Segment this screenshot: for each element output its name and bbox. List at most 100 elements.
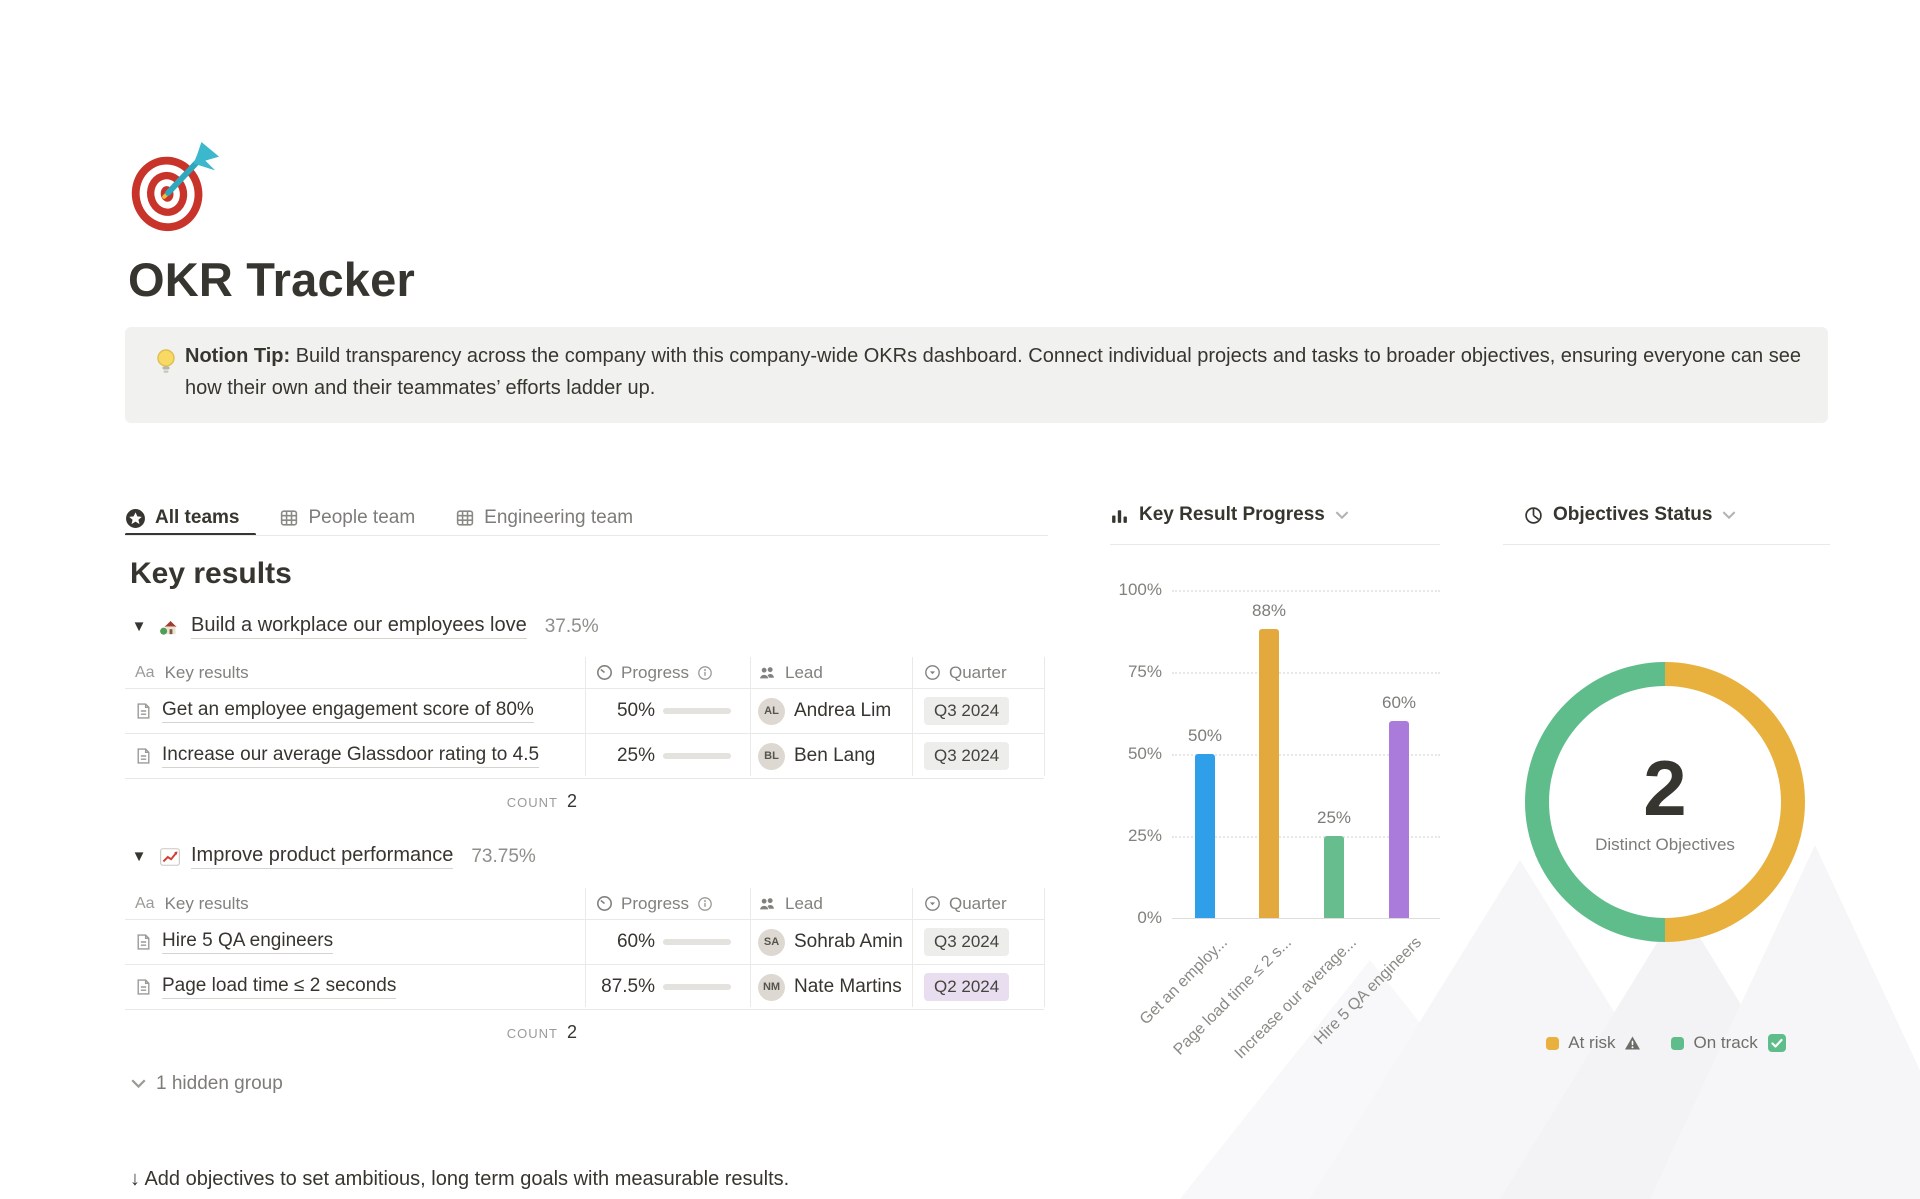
tabs-divider [125,535,1048,536]
info-icon[interactable] [697,665,713,681]
column-lead[interactable]: Lead [785,893,823,913]
active-tab-underline [125,533,256,536]
key-results-table-2: Aa Key results Progress Lead [125,888,1045,1043]
lightbulb-icon [153,347,179,377]
bar-value-label: 88% [1251,601,1287,621]
group-percent: 73.75% [471,845,536,867]
table-icon [279,508,299,528]
donut-legend: At risk On track [1503,1033,1830,1053]
lead-name: Nate Martins [794,976,902,997]
check-box-icon [1767,1033,1787,1053]
progress-bar [663,939,731,945]
key-result-link[interactable]: Increase our average Glassdoor rating to… [162,744,540,768]
donut-hole [1549,686,1781,918]
document-icon [135,747,152,765]
chevron-down-icon[interactable] [1722,510,1736,520]
count-value: 2 [566,1022,577,1042]
bar-chart: 100% 75% 50% 25% 0% 50% 88% 25% 60% Get … [1110,544,1455,1199]
key-result-link[interactable]: Hire 5 QA engineers [162,930,334,954]
lead-name: Sohrab Amin [794,931,903,952]
count-value: 2 [566,791,577,811]
quarter-tag: Q3 2024 [924,928,1010,956]
tab-people-team[interactable]: People team [279,507,415,529]
key-result-link[interactable]: Page load time ≤ 2 seconds [162,975,397,999]
x-tick: Get an employ... [1136,934,1232,1029]
bar-increase-average [1324,836,1344,918]
bar-chart-icon [1110,506,1129,525]
people-icon [758,895,776,912]
column-quarter[interactable]: Quarter [949,662,1007,682]
group-title-link[interactable]: Improve product performance [191,844,454,869]
y-tick: 50% [1127,744,1162,763]
document-icon [135,702,152,720]
hidden-group-toggle[interactable]: 1 hidden group [131,1073,283,1095]
bar-value-label: 25% [1316,808,1352,827]
group-header-2: ▼ Improve product performance 73.75% [129,844,536,869]
avatar: NM [758,973,785,1001]
legend-label: On track [1693,1033,1758,1052]
tab-engineering-team[interactable]: Engineering team [455,507,633,529]
chart-increasing-icon [159,846,181,868]
legend-on-track: On track [1671,1033,1786,1053]
text-type-icon: Aa [135,663,155,681]
chevron-down-icon[interactable] [1335,510,1349,520]
y-tick: 75% [1127,662,1162,681]
text-type-icon: Aa [135,894,155,912]
tip-callout: Notion Tip: Build transparency across th… [125,327,1828,423]
column-quarter[interactable]: Quarter [949,893,1007,913]
tab-all-teams[interactable]: All teams [125,507,239,529]
progress-bar [663,984,731,990]
donut-center-label: Distinct Objectives [1595,835,1735,854]
table-header: Aa Key results Progress Lead [125,888,1044,919]
progress-bar [663,753,731,759]
document-icon [135,978,152,996]
gauge-icon [596,664,613,681]
bar-chart-title: Key Result Progress [1139,504,1325,525]
toggle-triangle-icon[interactable]: ▼ [131,848,147,865]
table-row: Get an employee engagement score of 80% … [125,688,1044,733]
page-icon-target[interactable] [123,140,221,238]
tab-label: People team [308,507,416,528]
count-label: COUNT [506,795,558,810]
tip-text: Notion Tip: Build transparency across th… [185,345,1801,399]
progress-value: 50% [616,700,655,721]
count-row: COUNT 2 [125,1010,577,1043]
quarter-tag: Q3 2024 [924,697,1010,725]
donut-chart: 2 Distinct Objectives [1525,662,1805,942]
column-progress[interactable]: Progress [621,893,690,913]
select-circle-icon [924,664,941,681]
people-icon [758,664,776,681]
key-result-link[interactable]: Get an employee engagement score of 80% [162,699,534,723]
bar-hire-qa [1389,721,1409,918]
column-key-results[interactable]: Key results [164,662,249,682]
donut-center-value: 2 [1643,744,1687,832]
tab-label: All teams [155,507,240,528]
avatar: BL [758,742,785,770]
pie-chart-icon [1524,506,1543,525]
column-lead[interactable]: Lead [785,662,823,682]
table-row: Hire 5 QA engineers 60% SA Sohrab Amin Q… [125,919,1044,964]
y-tick: 0% [1137,908,1162,927]
column-key-results[interactable]: Key results [164,893,249,913]
quarter-tag: Q3 2024 [924,742,1010,770]
progress-value: 25% [616,745,655,766]
table-header: Aa Key results Progress Lead [125,657,1044,688]
avatar: SA [758,928,785,956]
bar-value-label: 60% [1381,693,1417,713]
table-row: Page load time ≤ 2 seconds 87.5% NM Nate… [125,964,1044,1010]
tab-label: Engineering team [484,507,634,528]
bar-chart-header: Key Result Progress [1110,504,1349,526]
house-icon [159,616,181,638]
donut-chart-header: Objectives Status [1524,504,1736,526]
footer-note: ↓ Add objectives to set ambitious, long … [130,1168,790,1190]
donut-chart-divider [1503,544,1830,545]
bar-page-load-time [1259,629,1279,918]
star-circle-icon [125,508,146,529]
bar-value-label: 50% [1187,726,1223,745]
info-icon[interactable] [697,896,713,912]
bar-get-an-employee [1195,754,1215,918]
column-progress[interactable]: Progress [621,662,690,682]
toggle-triangle-icon[interactable]: ▼ [131,618,147,635]
group-title-link[interactable]: Build a workplace our employees love [191,614,527,639]
quarter-tag: Q2 2024 [924,973,1010,1001]
